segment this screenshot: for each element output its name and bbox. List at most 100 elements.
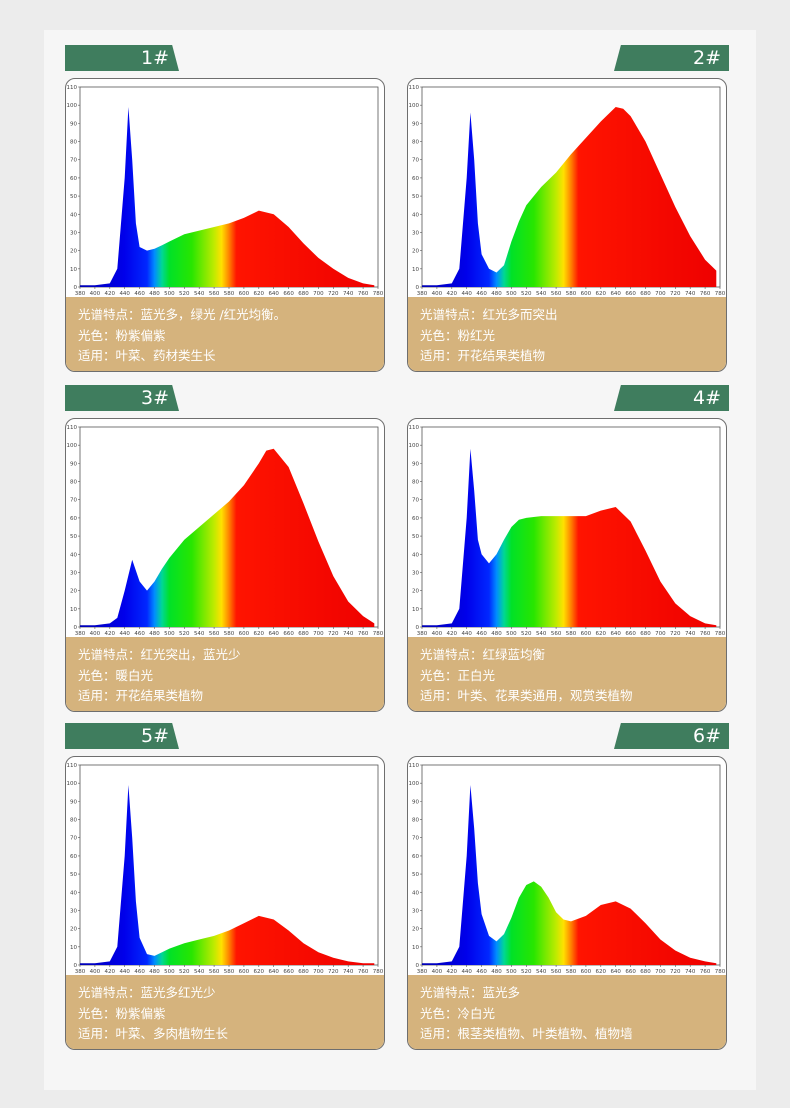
x-tick-label: 400 [90, 291, 101, 297]
y-tick-label: 110 [409, 85, 420, 91]
x-tick-label: 500 [506, 631, 517, 637]
x-tick-label: 420 [105, 631, 116, 637]
x-tick-label: 440 [119, 969, 130, 975]
spectrum-chart: 0 10 20 30 40 50 60 70 80 90 100 110 380 400 420 440 460… [67, 763, 384, 975]
x-tick-label: 580 [224, 291, 235, 297]
x-tick-label: 680 [298, 969, 309, 975]
x-tick-label: 460 [476, 969, 487, 975]
spectrum-chart: 0 10 20 30 40 50 60 70 80 90 100 110 380 400 420 440 460… [409, 763, 726, 975]
x-tick-label: 580 [566, 291, 577, 297]
x-tick-label: 500 [506, 969, 517, 975]
y-tick-label: 0 [416, 963, 420, 969]
x-tick-label: 540 [194, 969, 205, 975]
tab-label-2: 2# [614, 45, 729, 71]
x-tick-label: 660 [625, 631, 636, 637]
y-tick-label: 100 [67, 103, 78, 109]
x-tick-label: 780 [373, 969, 384, 975]
y-tick-label: 40 [70, 890, 77, 896]
x-tick-label: 380 [417, 631, 428, 637]
spectrum-feature-text: 光谱特点：红光多而突出 [420, 307, 558, 322]
x-tick-label: 760 [358, 631, 369, 637]
x-tick-label: 640 [610, 291, 621, 297]
spectrum-feature-text: 光谱特点：红绿蓝均衡 [420, 647, 546, 662]
x-tick-label: 400 [432, 291, 443, 297]
spectrum-info: 光谱特点：红绿蓝均衡 光色：正白光 适用：叶类、花果类通用，观赏类植物 [408, 637, 726, 711]
y-tick-label: 90 [70, 121, 77, 127]
x-tick-label: 420 [447, 969, 458, 975]
tab-text: 2# [692, 47, 721, 69]
y-tick-label: 30 [412, 230, 419, 236]
x-tick-label: 420 [447, 631, 458, 637]
application-text: 适用：叶类、花果类通用，观赏类植物 [420, 688, 633, 703]
y-tick-label: 80 [412, 480, 419, 486]
y-tick-label: 0 [416, 625, 420, 631]
spectrum-card-6: 0 10 20 30 40 50 60 70 80 90 100 110 380 400 420 440 460… [407, 756, 727, 1050]
y-tick-label: 110 [409, 425, 420, 431]
x-tick-label: 640 [268, 631, 279, 637]
y-tick-label: 30 [70, 570, 77, 576]
x-tick-label: 560 [551, 631, 562, 637]
x-tick-label: 480 [491, 291, 502, 297]
x-tick-label: 580 [566, 969, 577, 975]
x-tick-label: 740 [343, 631, 354, 637]
x-tick-label: 520 [521, 631, 532, 637]
x-tick-label: 520 [179, 969, 190, 975]
y-tick-label: 100 [67, 781, 78, 787]
spectrum-area [422, 448, 717, 627]
y-tick-label: 70 [70, 158, 77, 164]
y-tick-label: 0 [74, 963, 78, 969]
application-text: 适用：根茎类植物、叶类植物、植物墙 [420, 1026, 633, 1041]
x-tick-label: 560 [551, 291, 562, 297]
x-tick-label: 780 [715, 291, 726, 297]
x-tick-label: 380 [75, 969, 86, 975]
x-tick-label: 740 [343, 291, 354, 297]
x-tick-label: 420 [105, 969, 116, 975]
x-tick-label: 540 [194, 631, 205, 637]
x-tick-label: 400 [432, 969, 443, 975]
x-tick-label: 680 [298, 291, 309, 297]
y-tick-label: 60 [70, 854, 77, 860]
spectrum-area [422, 785, 717, 965]
y-tick-label: 80 [70, 818, 77, 824]
tab-label-4: 4# [614, 385, 729, 411]
tab-text: 5# [141, 725, 170, 747]
y-tick-label: 10 [412, 945, 419, 951]
x-tick-label: 740 [685, 969, 696, 975]
y-tick-label: 50 [412, 872, 419, 878]
x-tick-label: 520 [521, 969, 532, 975]
spectrum-area [422, 107, 717, 287]
tab-text: 3# [141, 387, 170, 409]
y-tick-label: 110 [67, 763, 78, 769]
y-tick-label: 70 [70, 498, 77, 504]
x-tick-label: 460 [134, 291, 145, 297]
spectrum-info: 光谱特点：蓝光多，绿光 /红光均衡。 光色：粉紫偏紫 适用：叶菜、药材类生长 [66, 297, 384, 371]
y-tick-label: 100 [409, 443, 420, 449]
x-tick-label: 380 [417, 291, 428, 297]
x-tick-label: 720 [328, 291, 339, 297]
y-tick-label: 10 [412, 607, 419, 613]
x-tick-label: 600 [581, 291, 592, 297]
x-tick-label: 560 [551, 969, 562, 975]
x-tick-label: 600 [239, 631, 250, 637]
spectrum-card-5: 0 10 20 30 40 50 60 70 80 90 100 110 380 400 420 440 460… [65, 756, 385, 1050]
x-tick-label: 780 [715, 969, 726, 975]
x-tick-label: 760 [358, 969, 369, 975]
x-tick-label: 480 [149, 291, 160, 297]
spectrum-chart: 0 10 20 30 40 50 60 70 80 90 100 110 380 400 420 440 460… [409, 85, 726, 297]
light-color-text: 光色：粉紫偏紫 [78, 327, 166, 343]
x-tick-label: 680 [640, 631, 651, 637]
x-tick-label: 580 [224, 969, 235, 975]
y-tick-label: 70 [412, 158, 419, 164]
y-tick-label: 70 [412, 836, 419, 842]
y-tick-label: 110 [67, 85, 78, 91]
y-tick-label: 70 [70, 836, 77, 842]
y-tick-label: 60 [412, 176, 419, 182]
x-tick-label: 460 [134, 969, 145, 975]
y-tick-label: 20 [412, 927, 419, 933]
x-tick-label: 660 [625, 291, 636, 297]
x-tick-label: 600 [581, 631, 592, 637]
x-tick-label: 400 [432, 631, 443, 637]
y-tick-label: 20 [412, 589, 419, 595]
x-tick-label: 620 [596, 291, 607, 297]
x-tick-label: 440 [461, 291, 472, 297]
